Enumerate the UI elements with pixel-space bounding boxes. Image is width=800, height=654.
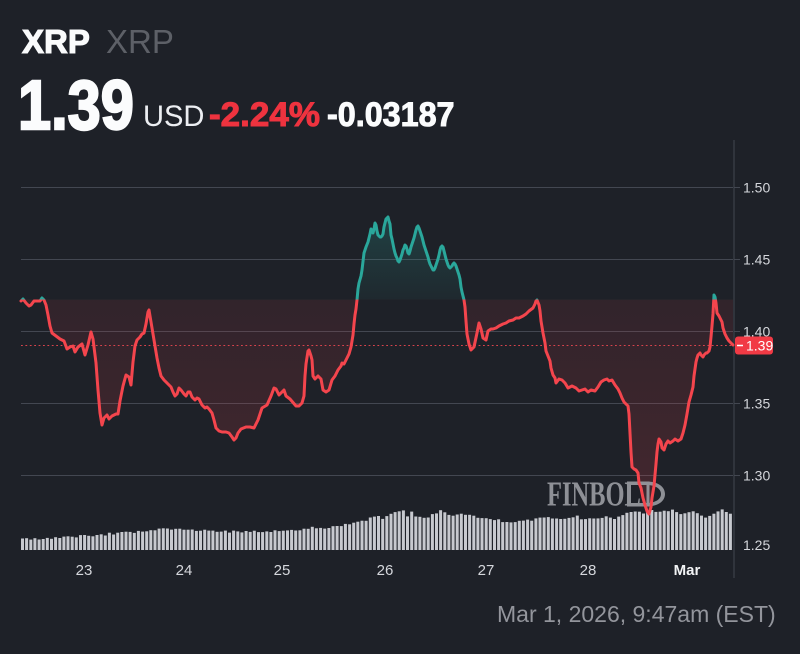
svg-text:26: 26 [377,562,394,579]
svg-text:28: 28 [580,562,597,579]
svg-text:1.40: 1.40 [743,324,770,340]
svg-text:1.30: 1.30 [743,468,770,484]
svg-text:1.35: 1.35 [743,396,770,412]
svg-text:1.45: 1.45 [743,252,770,268]
svg-text:1.39: 1.39 [746,338,773,354]
svg-text:1.25: 1.25 [743,537,770,553]
svg-text:25: 25 [274,562,291,579]
svg-text:FINBOL: FINBOL [547,474,641,513]
svg-text:Mar: Mar [674,562,701,579]
svg-text:27: 27 [478,562,495,579]
svg-text:1.50: 1.50 [743,180,770,196]
svg-text:24: 24 [176,562,193,579]
svg-text:23: 23 [76,562,93,579]
